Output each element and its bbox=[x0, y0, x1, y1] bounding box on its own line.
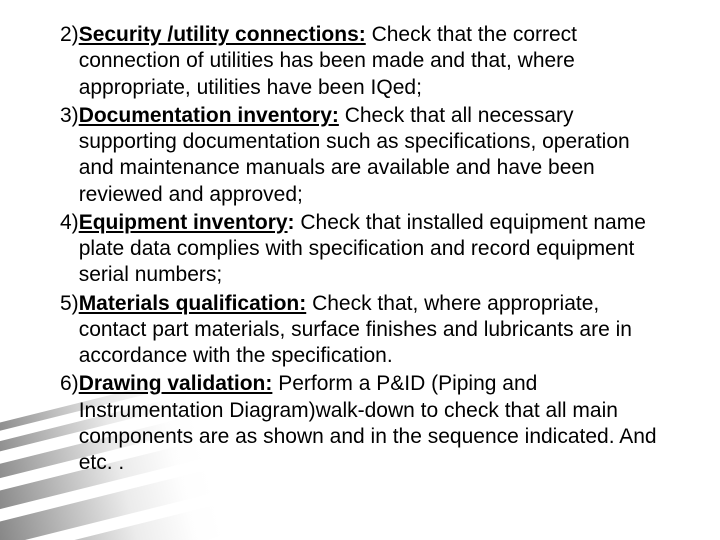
item-number: 3) bbox=[60, 103, 79, 129]
item-title: Security /utility connections: bbox=[79, 23, 366, 46]
item-title: Drawing validation: bbox=[79, 372, 273, 395]
numbered-list: 2) Security /utility connections: Check … bbox=[60, 22, 670, 476]
item-title: Materials qualification: bbox=[79, 292, 307, 315]
item-number: 4) bbox=[60, 210, 79, 236]
list-item: 3) Documentation inventory: Check that a… bbox=[60, 103, 670, 208]
list-item: 2) Security /utility connections: Check … bbox=[60, 22, 670, 101]
item-body: Materials qualification: Check that, whe… bbox=[79, 291, 670, 370]
item-number: 5) bbox=[60, 291, 79, 317]
item-title: Documentation inventory: bbox=[79, 104, 339, 127]
list-item: 6) Drawing validation: Perform a P&ID (P… bbox=[60, 371, 670, 476]
item-title: Equipment inventory bbox=[79, 211, 288, 234]
item-body: Drawing validation: Perform a P&ID (Pipi… bbox=[79, 371, 670, 476]
item-body: Documentation inventory: Check that all … bbox=[79, 103, 670, 208]
item-number: 2) bbox=[60, 22, 79, 48]
item-body: Security /utility connections: Check tha… bbox=[79, 22, 670, 101]
item-colon: : bbox=[288, 211, 301, 234]
list-item: 4) Equipment inventory: Check that insta… bbox=[60, 210, 670, 289]
item-body: Equipment inventory: Check that installe… bbox=[79, 210, 670, 289]
list-item: 5) Materials qualification: Check that, … bbox=[60, 291, 670, 370]
item-number: 6) bbox=[60, 371, 79, 397]
